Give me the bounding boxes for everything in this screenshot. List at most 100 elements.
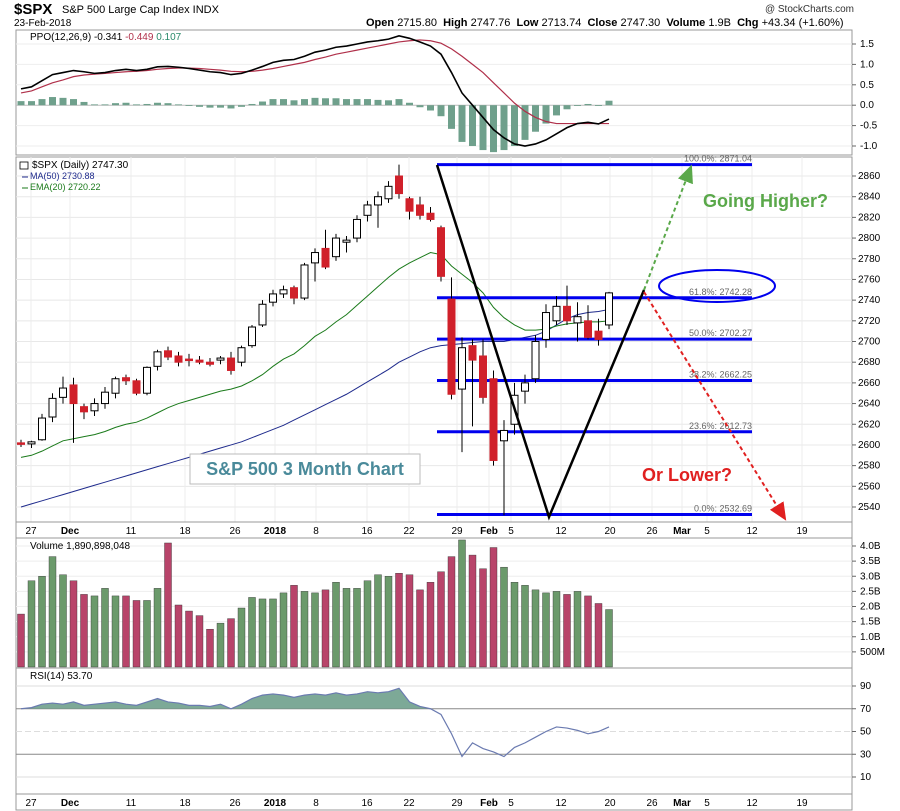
volume-bar	[332, 582, 340, 668]
ppo-hist-bar	[311, 97, 319, 106]
quote-low: 2713.74	[541, 17, 582, 29]
price-tick-label: 2760	[858, 274, 881, 285]
x-axis-label: 12	[746, 526, 758, 537]
x-axis-label: Feb	[480, 798, 498, 809]
volume-bar	[174, 604, 183, 668]
ppo-hist-bar	[406, 102, 413, 106]
candle-body	[458, 347, 466, 390]
fib-level-label: 61.8%: 2742.28	[689, 287, 752, 297]
candle-body	[332, 237, 340, 258]
ppo-hist-bar	[553, 105, 560, 116]
ppo-hist-bar	[416, 105, 424, 108]
ppo-panel-frame	[15, 29, 853, 156]
x-axis-label: 19	[796, 526, 808, 537]
volume-bars	[17, 539, 613, 668]
x-axis-label: 29	[451, 798, 463, 809]
price-tick-label: 2540	[858, 502, 881, 513]
ppo-hist-bar	[101, 104, 109, 106]
candle-body	[279, 289, 288, 295]
candle-body	[447, 298, 456, 395]
chart-header: $SPX S&P 500 Large Cap Index INDX 23-Feb…	[0, 0, 900, 30]
x-axis-label: 26	[646, 798, 658, 809]
ppo-hist-bar	[248, 103, 256, 106]
x-axis-label: 22	[403, 526, 415, 537]
ppo-hist-bar	[364, 99, 371, 106]
ppo-hist-bar	[521, 105, 529, 140]
volume-bar	[447, 556, 456, 668]
credit: @ StockCharts.com	[764, 4, 854, 15]
ppo-hist-bar	[500, 105, 508, 151]
or-lower-arrow	[643, 291, 787, 521]
price-tick-label: 2780	[858, 254, 881, 265]
ppo-hist-bar	[343, 99, 350, 106]
quote-open: 2715.80	[397, 17, 437, 29]
candle-body	[227, 357, 235, 371]
price-tick-label: 2580	[858, 461, 881, 472]
price-tick-label: 2800	[858, 233, 881, 244]
ppo-hist-bar	[479, 105, 487, 151]
quote-chg: +43.34 (+1.60%)	[761, 17, 844, 29]
x-axis-label: Dec	[61, 526, 80, 537]
ppo-hist-bar	[385, 100, 392, 106]
candle-body	[342, 239, 351, 243]
candle-body	[69, 384, 78, 405]
volume-bar	[80, 594, 88, 668]
quote-chg-label: Chg	[737, 17, 759, 29]
volume-bar	[363, 580, 372, 668]
candle-body	[489, 378, 498, 461]
ppo-hist-bar	[458, 105, 466, 142]
volume-bar	[552, 591, 561, 668]
candle-body	[248, 326, 256, 347]
candle-body	[479, 355, 487, 398]
volume-bar	[342, 588, 351, 668]
ppo-hist-bar	[532, 105, 539, 132]
volume-bar	[90, 595, 99, 668]
x-axis-labels-bottom: 27 Dec 11 18 26 2018 8 16 22 29 Feb 5 12 20 26 Mar 5 12 19	[25, 798, 808, 809]
volume-bar	[122, 595, 130, 668]
ppo-hist-bar	[574, 105, 581, 106]
legend-ma50: MA(50) 2730.88	[30, 171, 95, 181]
x-axis-label: 27	[25, 526, 37, 537]
candle-body	[174, 355, 183, 363]
x-axis-label: 26	[229, 798, 241, 809]
rsi-tick-label: 70	[860, 704, 872, 715]
fib-level-label: 23.6%: 2612.73	[689, 421, 752, 431]
x-axis-label: 22	[403, 798, 415, 809]
quote-high-label: High	[443, 17, 468, 29]
volume-bar	[405, 574, 414, 668]
x-axis-label: Mar	[673, 798, 691, 809]
volume-axis: 4.0B 3.5B 3.0B 2.5B 2.0B 1.5B 1.0B 500M	[852, 541, 885, 658]
x-axis-label: 18	[179, 798, 191, 809]
candle-body	[195, 359, 204, 363]
volume-bar	[521, 585, 529, 668]
candle-body	[405, 198, 414, 212]
ppo-hist-bar	[269, 99, 277, 106]
volume-bar	[216, 622, 225, 668]
ppo-hist-bar	[542, 105, 550, 124]
ppo-tick-label: 0.5	[860, 80, 874, 91]
candle-body	[38, 417, 46, 441]
volume-bar	[374, 574, 382, 668]
x-axis-label: 5	[704, 798, 710, 809]
x-axis-label: 2018	[264, 798, 287, 809]
x-axis-label: 26	[229, 526, 241, 537]
quote-bar: Open 2715.80 High 2747.76 Low 2713.74 Cl…	[366, 17, 844, 29]
volume-bar	[111, 595, 120, 668]
ppo-hist-bar	[605, 100, 613, 106]
x-axis-label: 12	[555, 526, 567, 537]
candle-body	[80, 406, 88, 413]
candle-body	[321, 247, 330, 268]
rsi-tick-label: 30	[860, 749, 872, 760]
candle-body	[300, 264, 309, 299]
volume-tick-label: 2.0B	[860, 602, 881, 613]
candle-body	[374, 196, 382, 206]
x-axis-label: 2018	[264, 526, 287, 537]
rsi-grid	[16, 685, 852, 778]
ppo-hist-bar	[175, 104, 182, 106]
fib-level-label: 100.0%: 2871.04	[684, 154, 752, 164]
rsi-line	[20, 687, 610, 758]
volume-bar	[38, 576, 46, 668]
volume-bar	[321, 589, 330, 668]
rsi-label: RSI(14) 53.70	[30, 671, 93, 682]
candle-body	[311, 252, 319, 264]
